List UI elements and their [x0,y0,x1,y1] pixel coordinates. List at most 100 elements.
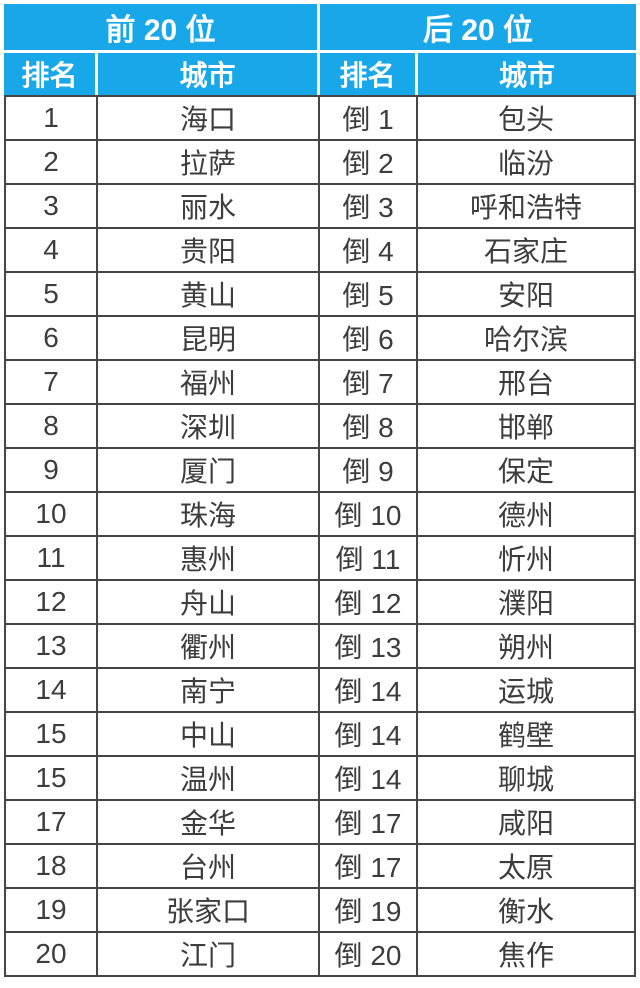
table-row: 6 昆明倒 6 哈尔滨 [4,317,637,361]
rank-cell-bottom20: 倒 6 [320,317,419,361]
rank-cell-top20: 4 [4,229,98,273]
rank-cell-bottom20: 倒 14 [320,757,419,801]
rank-cell-bottom20: 倒 20 [320,933,419,977]
city-cell-top20: 福州 [98,361,321,405]
table-row: 9 厦门倒 9 保定 [4,449,637,493]
rank-cell-top20: 12 [4,581,98,625]
city-cell-top20: 海口 [98,95,321,141]
rank-cell-bottom20: 倒 4 [320,229,419,273]
city-ranking-table: 前 20 位 后 20 位 排名 城市 排名 城市 1 海口倒 1 包头 2 拉萨倒 2… [4,4,637,977]
table-row: 4 贵阳倒 4 石家庄 [4,229,637,273]
city-cell-bottom20: 邢台 [418,361,637,405]
rank-cell-top20: 8 [4,405,98,449]
city-cell-bottom20: 濮阳 [418,581,637,625]
city-cell-bottom20: 保定 [418,449,637,493]
city-cell-bottom20: 忻州 [418,537,637,581]
city-cell-top20: 江门 [98,933,321,977]
table-row: 15 中山倒 14 鹤壁 [4,713,637,757]
table-row: 10 珠海倒 10 德州 [4,493,637,537]
rank-cell-top20: 18 [4,845,98,889]
city-cell-top20: 张家口 [98,889,321,933]
table-row: 18 台州倒 17 太原 [4,845,637,889]
city-cell-bottom20: 呼和浩特 [418,185,637,229]
table-row: 1 海口倒 1 包头 [4,95,637,141]
city-cell-top20: 舟山 [98,581,321,625]
rank-cell-bottom20: 倒 10 [320,493,419,537]
rank-cell-bottom20: 倒 9 [320,449,419,493]
table-row: 13 衢州倒 13 朔州 [4,625,637,669]
city-cell-top20: 衢州 [98,625,321,669]
column-header-rank-right: 排名 [320,53,419,95]
section-title-bottom20: 后 20 位 [320,4,637,53]
city-cell-top20: 丽水 [98,185,321,229]
rank-cell-bottom20: 倒 8 [320,405,419,449]
city-cell-bottom20: 哈尔滨 [418,317,637,361]
table-row: 2 拉萨倒 2 临汾 [4,141,637,185]
rank-cell-bottom20: 倒 13 [320,625,419,669]
rank-cell-bottom20: 倒 14 [320,713,419,757]
city-cell-bottom20: 石家庄 [418,229,637,273]
city-cell-bottom20: 焦作 [418,933,637,977]
rank-cell-top20: 3 [4,185,98,229]
rank-cell-top20: 7 [4,361,98,405]
table-row: 19 张家口倒 19 衡水 [4,889,637,933]
rank-cell-top20: 19 [4,889,98,933]
city-cell-bottom20: 朔州 [418,625,637,669]
city-cell-top20: 贵阳 [98,229,321,273]
city-cell-bottom20: 德州 [418,493,637,537]
section-title-top20: 前 20 位 [4,4,321,53]
rank-cell-bottom20: 倒 3 [320,185,419,229]
column-header-rank-left: 排名 [4,53,98,95]
city-cell-top20: 拉萨 [98,141,321,185]
rank-cell-bottom20: 倒 17 [320,801,419,845]
table-body: 1 海口倒 1 包头 2 拉萨倒 2 临汾 3 丽水倒 3 呼和浩特 4 贵阳倒 4 石家庄 5 黄山倒 … [4,95,637,977]
city-cell-bottom20: 太原 [418,845,637,889]
table-row: 12 舟山倒 12 濮阳 [4,581,637,625]
city-cell-bottom20: 安阳 [418,273,637,317]
table-row: 20 江门倒 20 焦作 [4,933,637,977]
table-row: 17 金华倒 17 咸阳 [4,801,637,845]
city-cell-top20: 厦门 [98,449,321,493]
rank-cell-top20: 2 [4,141,98,185]
table-row: 15 温州倒 14 聊城 [4,757,637,801]
rank-cell-top20: 15 [4,713,98,757]
city-cell-bottom20: 聊城 [418,757,637,801]
rank-cell-bottom20: 倒 1 [320,95,419,141]
city-cell-bottom20: 鹤壁 [418,713,637,757]
rank-cell-bottom20: 倒 2 [320,141,419,185]
city-cell-top20: 惠州 [98,537,321,581]
city-cell-top20: 深圳 [98,405,321,449]
city-cell-top20: 中山 [98,713,321,757]
column-header-city-left: 城市 [98,53,321,95]
table-row: 11 惠州倒 11 忻州 [4,537,637,581]
city-cell-bottom20: 邯郸 [418,405,637,449]
rank-cell-top20: 10 [4,493,98,537]
city-cell-bottom20: 临汾 [418,141,637,185]
rank-cell-top20: 1 [4,95,98,141]
rank-cell-bottom20: 倒 14 [320,669,419,713]
rank-cell-top20: 6 [4,317,98,361]
city-cell-bottom20: 衡水 [418,889,637,933]
column-header-city-right: 城市 [418,53,637,95]
table-row: 5 黄山倒 5 安阳 [4,273,637,317]
city-cell-bottom20: 运城 [418,669,637,713]
rank-cell-top20: 15 [4,757,98,801]
city-cell-bottom20: 咸阳 [418,801,637,845]
city-cell-top20: 南宁 [98,669,321,713]
table-row: 7 福州倒 7 邢台 [4,361,637,405]
rank-cell-top20: 20 [4,933,98,977]
rank-cell-bottom20: 倒 12 [320,581,419,625]
rank-cell-bottom20: 倒 17 [320,845,419,889]
section-title-row: 前 20 位 后 20 位 [4,4,637,53]
city-cell-top20: 温州 [98,757,321,801]
rank-cell-bottom20: 倒 7 [320,361,419,405]
city-cell-top20: 珠海 [98,493,321,537]
table-row: 14 南宁倒 14 运城 [4,669,637,713]
city-cell-top20: 昆明 [98,317,321,361]
rank-cell-top20: 5 [4,273,98,317]
rank-cell-top20: 9 [4,449,98,493]
city-cell-top20: 黄山 [98,273,321,317]
column-header-row: 排名 城市 排名 城市 [4,53,637,95]
rank-cell-top20: 17 [4,801,98,845]
